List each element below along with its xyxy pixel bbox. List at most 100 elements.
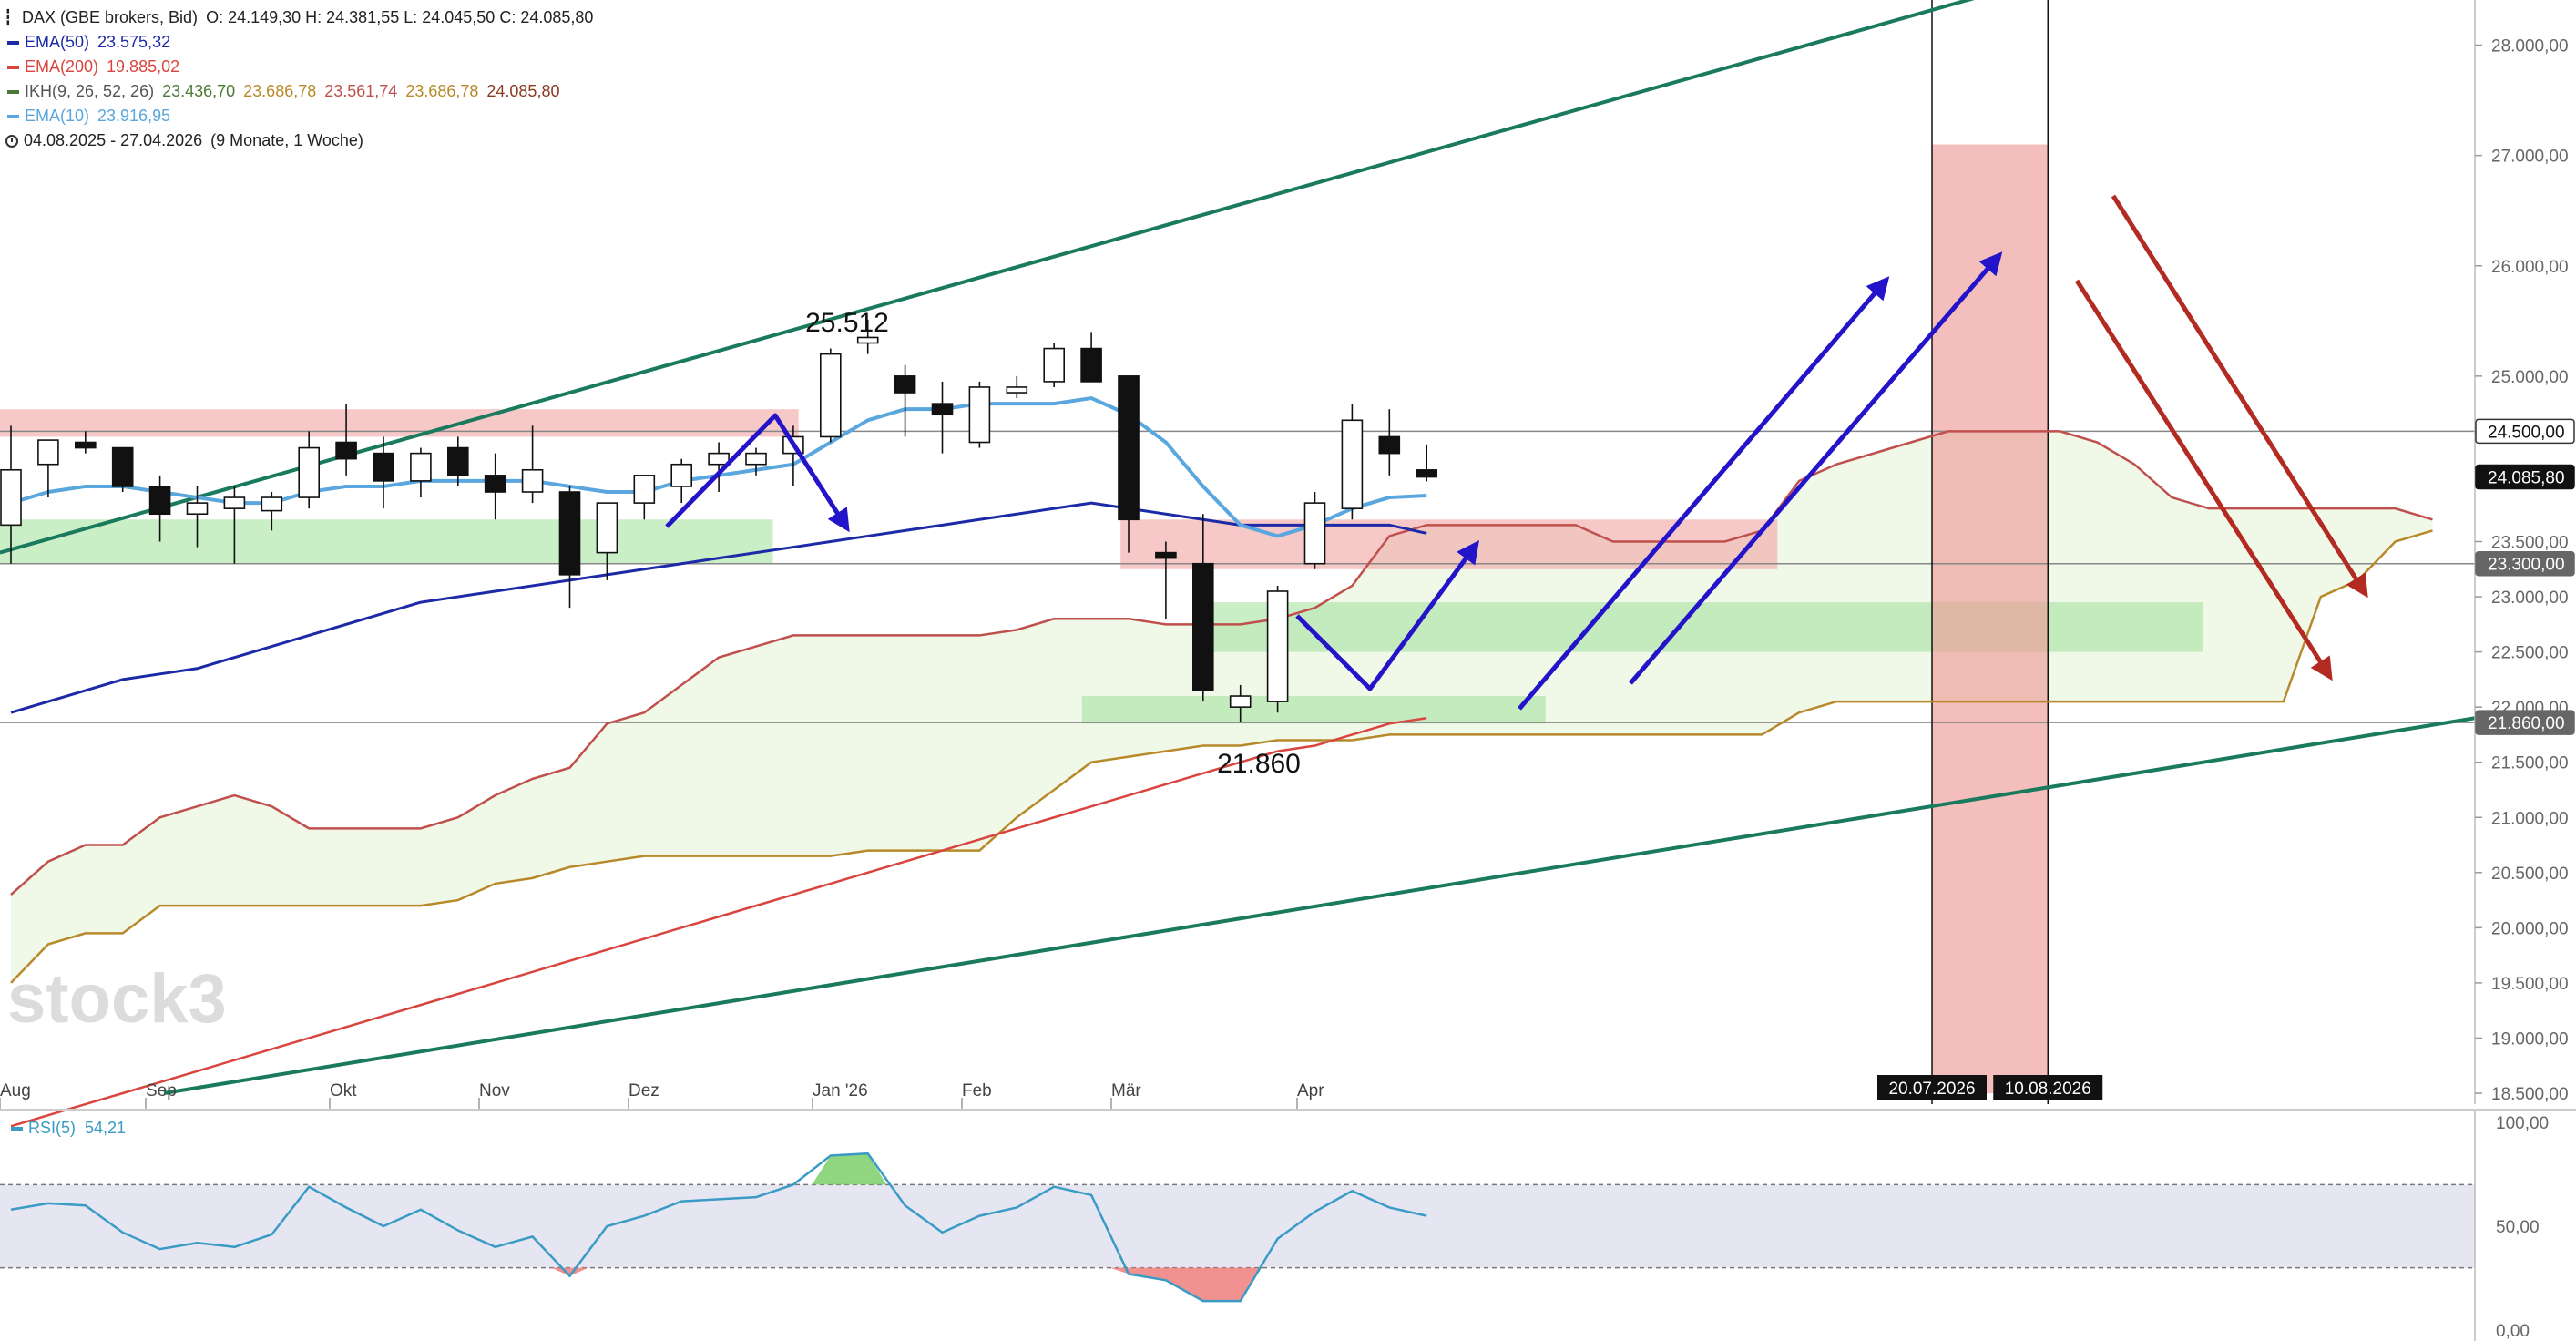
price-label-text: 24.085,80 [2488, 469, 2565, 488]
time-tick-label: Apr [1297, 1081, 1324, 1100]
candle-11 [410, 447, 432, 498]
candle-body [1118, 375, 1140, 521]
ema200-label: EMA(200) [25, 57, 99, 76]
price-tick-label: 26.000,00 [2491, 258, 2569, 277]
rsi-swatch [11, 1126, 23, 1131]
candle-36 [1341, 404, 1364, 520]
legend-symbol-row: ┇ DAX (GBE brokers, Bid) O: 24.149,30 H:… [4, 5, 593, 30]
price-tick-label: 20.000,00 [2491, 919, 2569, 938]
time-tick-label: Sep [146, 1081, 177, 1100]
rsi-legend[interactable]: RSI(5) 54,21 [4, 1119, 126, 1138]
candle-body [1416, 469, 1437, 478]
price-tick-label: 19.000,00 [2491, 1029, 2569, 1049]
up-arrow-2 [1629, 251, 2003, 685]
period-label: (9 Monate, 1 Woche) [210, 131, 363, 149]
candle-body [1341, 419, 1364, 509]
rsi-oversold-fill-1 [1109, 1267, 1260, 1302]
price-tick-label: 23.000,00 [2491, 589, 2569, 608]
candlestick-icon: ┇ [4, 10, 13, 26]
zone-resistance-2 [1120, 519, 1778, 569]
time-tick-label: Dez [629, 1081, 659, 1100]
price-tick-label: 20.500,00 [2491, 865, 2569, 884]
candle-body [708, 452, 730, 466]
price-tick-label: 22.500,00 [2491, 644, 2569, 663]
candle-28 [1043, 343, 1065, 387]
clock-icon [5, 134, 18, 148]
price-label-text: 24.500,00 [2488, 423, 2565, 442]
candle-body [446, 446, 469, 476]
time-tick-label: Okt [330, 1081, 357, 1100]
candle-body [1080, 347, 1102, 383]
price-label-21860: 21.860,00 [2475, 710, 2575, 735]
candle-20 [745, 447, 767, 476]
zigzag-arrow-1 [665, 413, 850, 533]
zone-highlight-5 [1932, 144, 2049, 1093]
candle-27 [1006, 375, 1028, 399]
candle-body [894, 375, 916, 394]
legend-ema50[interactable]: EMA(50) 23.575,32 [4, 30, 593, 55]
time-tick-label: Aug [0, 1081, 31, 1100]
price-label-24085.8: 24.085,80 [2475, 464, 2575, 490]
candle-19 [708, 442, 730, 493]
price-tick-label: 18.500,00 [2491, 1085, 2569, 1104]
candle-3 [111, 446, 134, 493]
candle-5 [186, 486, 209, 548]
time-tick-label: Jan '26 [813, 1081, 868, 1100]
candle-9 [335, 404, 357, 476]
candle-8 [298, 431, 321, 509]
ichimoku-lower-line [10, 529, 2433, 984]
ema200-value: 19.885,02 [107, 57, 180, 76]
candle-body [968, 386, 991, 444]
price-tick-label: 27.000,00 [2491, 148, 2569, 167]
candle-body [186, 502, 209, 516]
candle-body [1043, 347, 1065, 383]
candle-body [633, 475, 656, 504]
down-arrow-2 [2074, 279, 2333, 681]
candle-31 [1155, 541, 1177, 619]
candle-17 [633, 475, 656, 520]
time-tick-label: Feb [962, 1081, 992, 1100]
price-annotation-0: 25.512 [805, 308, 889, 338]
candle-body [373, 452, 394, 482]
candle-13 [484, 453, 506, 520]
date-marker-label-0: 20.07.2026 [1877, 1075, 1987, 1100]
price-tick-label: 28.000,00 [2491, 37, 2569, 56]
ikh-swatch [7, 89, 19, 94]
candle-body [111, 446, 134, 487]
chart-legend: ┇ DAX (GBE brokers, Bid) O: 24.149,30 H:… [4, 5, 593, 153]
rsi-overbought-fill-0 [812, 1153, 887, 1185]
candle-body [335, 441, 357, 460]
ema10-value: 23.916,95 [97, 107, 171, 125]
candle-34 [1266, 585, 1289, 713]
zone-support-4 [1081, 696, 1546, 724]
ema50-line [10, 501, 1427, 714]
candle-2 [75, 431, 97, 454]
legend-ikh[interactable]: IKH(9, 26, 52, 26) 23.436,70 23.686,78 2… [4, 79, 593, 104]
ikh-value-3: 23.686,78 [405, 82, 479, 100]
symbol-label: DAX (GBE brokers, Bid) [22, 8, 199, 26]
legend-ema10[interactable]: EMA(10) 23.916,95 [4, 104, 593, 128]
candle-16 [596, 502, 618, 580]
price-tick-label: 21.500,00 [2491, 754, 2569, 773]
ikh-value-4: 24.085,80 [486, 82, 560, 100]
price-tick-label: 21.000,00 [2491, 809, 2569, 828]
ema50-swatch [7, 40, 19, 45]
watermark: stock3 [7, 960, 227, 1038]
candle-14 [521, 425, 544, 504]
candle-body [931, 403, 954, 416]
candle-15 [558, 486, 581, 609]
zone-support-3 [1198, 602, 2203, 652]
candle-29 [1080, 332, 1102, 383]
candle-22 [819, 348, 842, 443]
rsi-line [10, 1152, 1427, 1303]
candle-4 [148, 475, 171, 542]
candle-24 [894, 364, 916, 437]
rsi-oversold-fill-0 [551, 1267, 588, 1276]
candle-7 [261, 492, 283, 531]
candle-body [819, 353, 842, 438]
rsi-tick-label: 100,00 [2496, 1114, 2549, 1133]
legend-ema200[interactable]: EMA(200) 19.885,02 [4, 55, 593, 79]
candle-body [1266, 590, 1289, 702]
up-arrow-1 [1518, 276, 1890, 711]
